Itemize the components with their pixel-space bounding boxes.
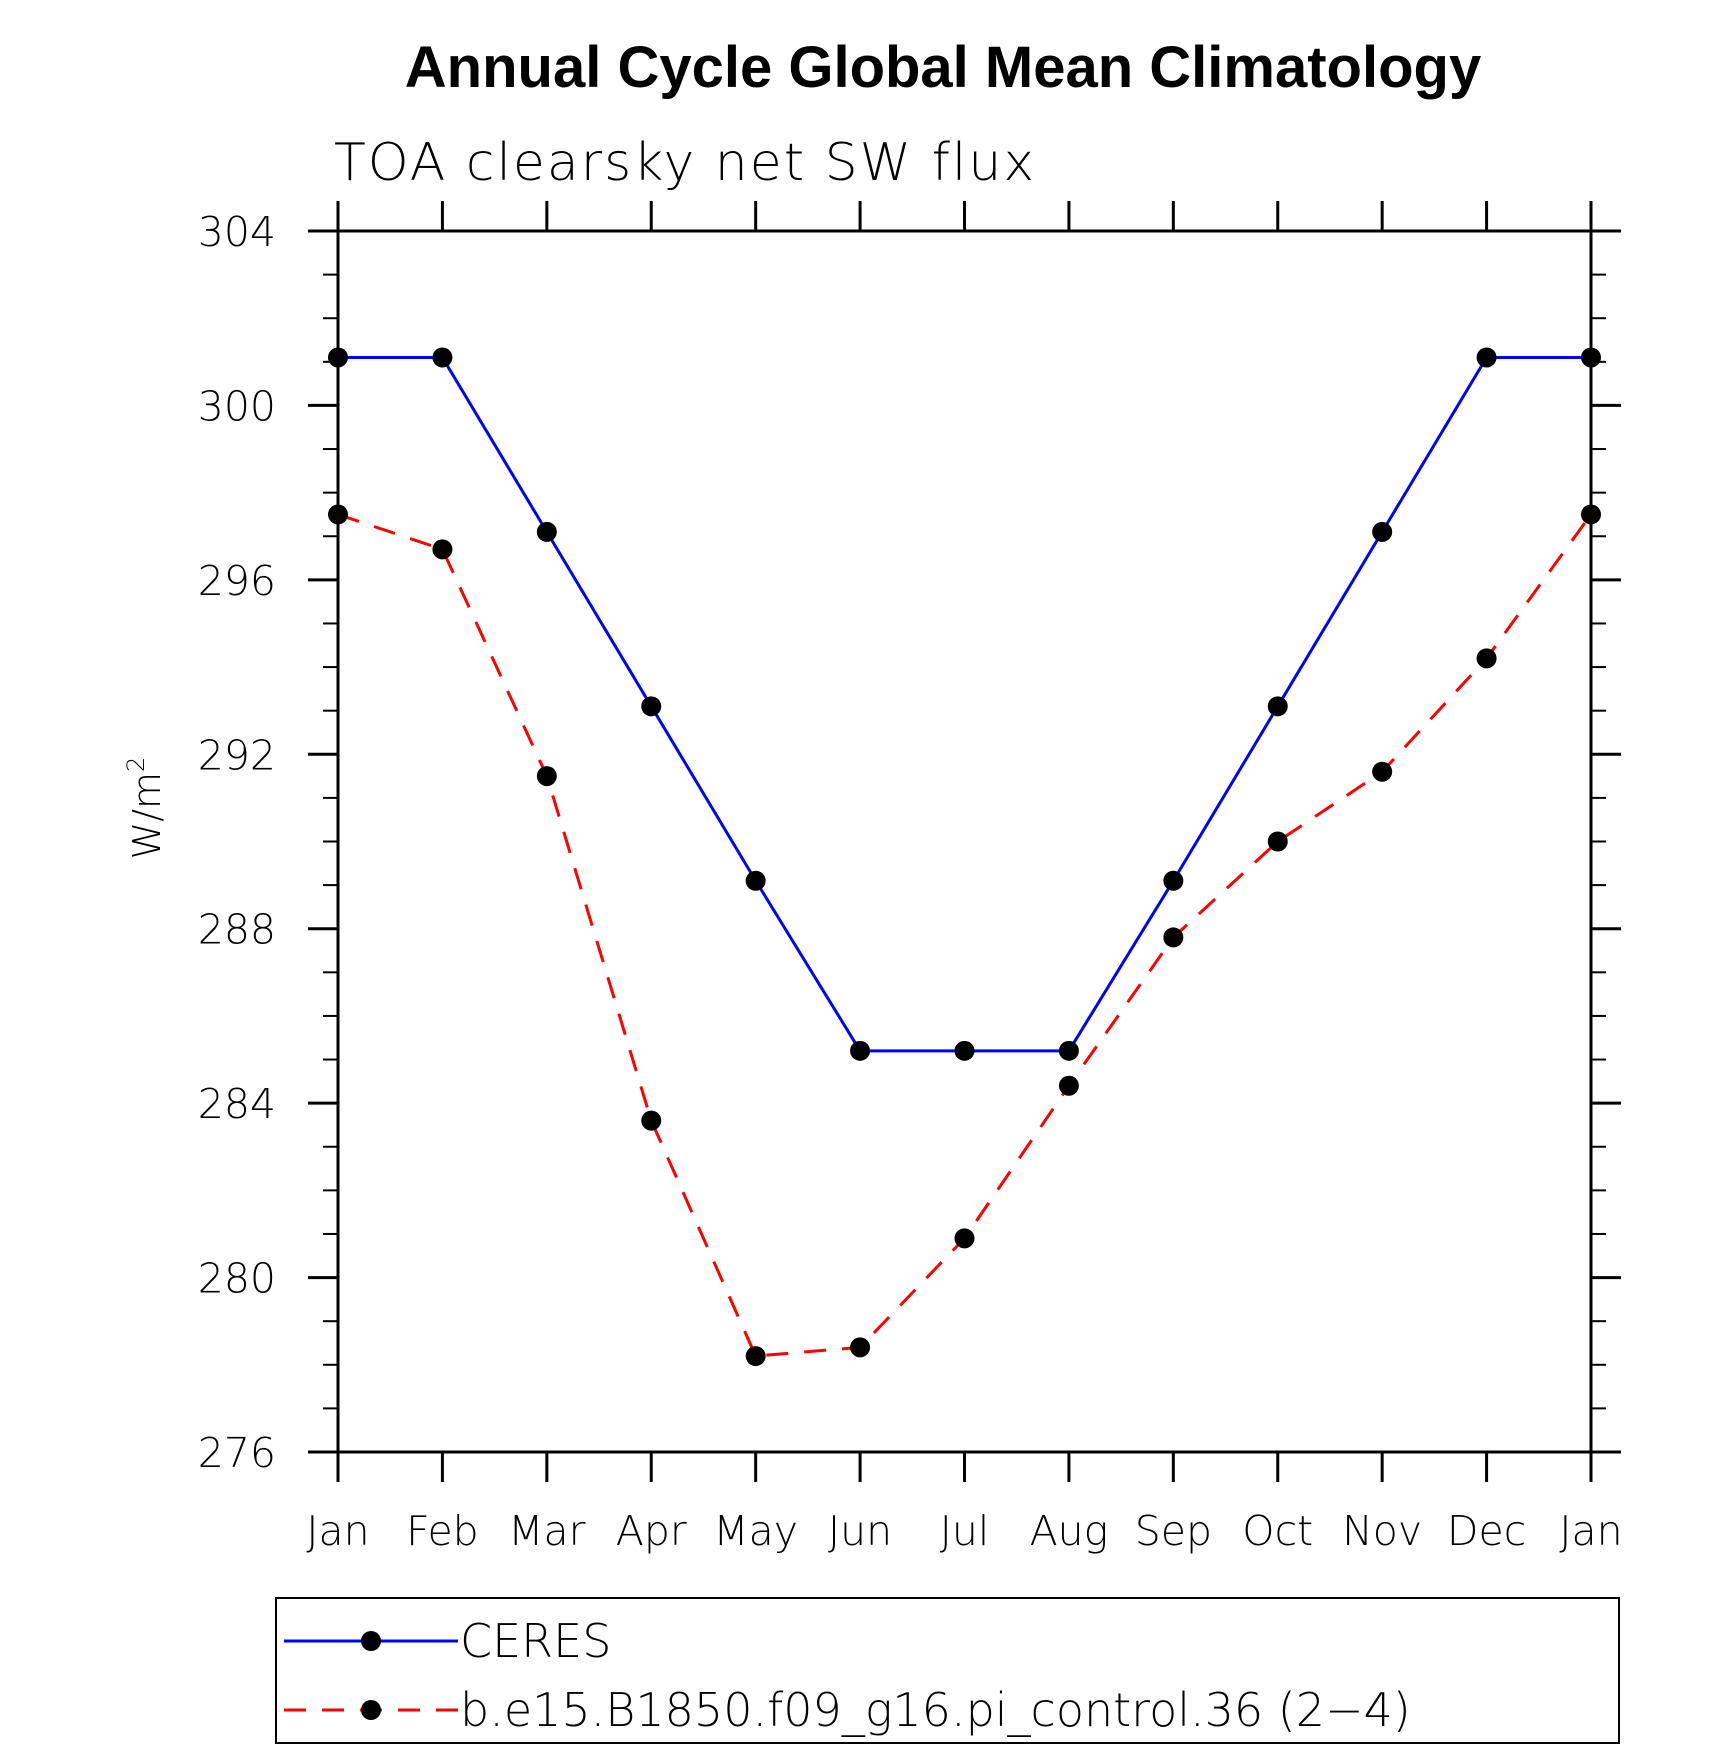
series-0-point bbox=[1163, 870, 1184, 891]
series-1-point bbox=[1058, 1075, 1079, 1096]
series-0-point bbox=[328, 347, 348, 368]
x-tick-label: Nov bbox=[1342, 1507, 1422, 1555]
axis-ticks bbox=[308, 201, 1621, 1482]
legend-label-ceres: CERES bbox=[460, 1614, 611, 1668]
plot-frame bbox=[336, 229, 1593, 1454]
series-1-point bbox=[1163, 927, 1184, 948]
y-tick-label: 280 bbox=[198, 1255, 276, 1303]
y-tick-label: 304 bbox=[198, 208, 276, 256]
chart-title: Annual Cycle Global Mean Climatology bbox=[405, 35, 1481, 100]
y-tick-labels: 276 280 284 288 292 296 300 304 bbox=[198, 208, 276, 1477]
legend-box bbox=[275, 1597, 1620, 1744]
series-0-point bbox=[432, 347, 453, 368]
series-0-point bbox=[1581, 347, 1601, 368]
x-tick-label: Jun bbox=[828, 1507, 892, 1555]
x-tick-label: Feb bbox=[406, 1507, 479, 1555]
y-tick-label: 300 bbox=[198, 382, 276, 430]
series-1-point bbox=[432, 539, 453, 560]
series-0-point bbox=[1372, 521, 1393, 542]
y-axis-label-superscript: 2 bbox=[122, 757, 150, 772]
svg-text:W/m2: W/m2 bbox=[122, 757, 169, 860]
series-0-point bbox=[1058, 1040, 1079, 1061]
series-0-point bbox=[1476, 347, 1497, 368]
x-tick-labels: Jan Feb Mar Apr May Jun Jul Aug Sep Oct Nov Dec Jan bbox=[306, 1507, 1622, 1555]
series-1-point bbox=[1476, 648, 1497, 669]
legend-marker-ceres bbox=[361, 1631, 381, 1651]
series-1-point bbox=[328, 504, 348, 525]
legend: CERES b.e15.B1850.f09_g16.pi_control.36 … bbox=[275, 1597, 1620, 1744]
x-tick-label: Mar bbox=[508, 1507, 585, 1555]
x-tick-label: May bbox=[713, 1507, 798, 1555]
series-1-point bbox=[1581, 504, 1601, 525]
series-line-0 bbox=[338, 355, 1591, 1053]
x-tick-label: Jan bbox=[1559, 1507, 1622, 1555]
y-tick-label: 292 bbox=[198, 731, 276, 779]
y-axis-label: W/m2 bbox=[122, 757, 169, 860]
y-tick-label: 284 bbox=[198, 1080, 276, 1128]
legend-label-model: b.e15.B1850.f09_g16.pi_control.36 (2−4) bbox=[460, 1683, 1411, 1737]
series-1-point bbox=[536, 766, 557, 787]
x-tick-label: Jan bbox=[306, 1507, 369, 1555]
y-tick-label: 296 bbox=[198, 557, 276, 605]
series-0-point bbox=[954, 1040, 975, 1061]
series-layer bbox=[328, 347, 1601, 1367]
series-0-point bbox=[641, 696, 662, 717]
series-0-point bbox=[536, 521, 557, 542]
series-1-point bbox=[1372, 761, 1393, 782]
x-tick-label: Aug bbox=[1030, 1507, 1109, 1555]
chart-subtitle: TOA clearsky net SW flux bbox=[334, 133, 1036, 193]
series-1-point bbox=[850, 1337, 871, 1358]
series-0-point bbox=[745, 870, 766, 891]
series-1-point bbox=[745, 1346, 766, 1367]
x-tick-label: Sep bbox=[1135, 1507, 1212, 1555]
x-tick-label: Jul bbox=[940, 1507, 989, 1555]
x-tick-label: Dec bbox=[1447, 1507, 1526, 1555]
x-tick-label: Apr bbox=[616, 1507, 687, 1555]
series-1-point bbox=[954, 1228, 975, 1249]
y-tick-label: 276 bbox=[198, 1429, 276, 1477]
series-1-point bbox=[1267, 831, 1288, 852]
series-0-point bbox=[850, 1040, 871, 1061]
series-1-point bbox=[641, 1110, 662, 1131]
legend-marker-model bbox=[361, 1700, 381, 1720]
series-0-point bbox=[1267, 696, 1288, 717]
y-tick-label: 288 bbox=[198, 906, 276, 954]
y-axis-label-text: W/m bbox=[125, 772, 169, 859]
x-tick-label: Oct bbox=[1242, 1507, 1313, 1555]
